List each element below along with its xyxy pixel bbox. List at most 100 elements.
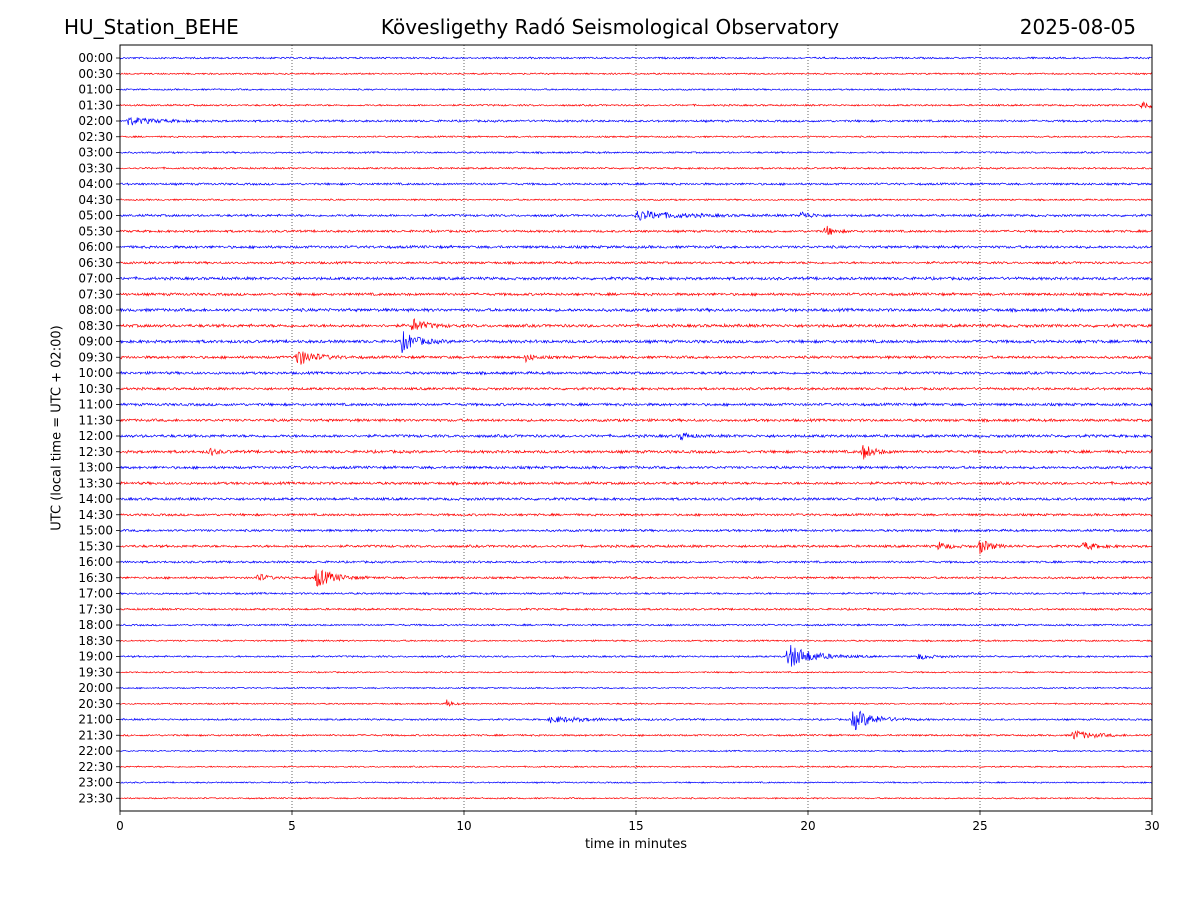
x-tick-label: 10 (456, 819, 471, 833)
plot-frame (119, 44, 1153, 812)
station-title: HU_Station_BEHE (64, 15, 239, 39)
y-tick-label: 01:30 (78, 98, 113, 112)
y-tick-label: 19:30 (78, 665, 113, 679)
trace-0200 (119, 116, 1153, 126)
y-tick-label: 06:00 (78, 240, 113, 254)
y-tick-label: 10:30 (78, 382, 113, 396)
trace-2200 (119, 749, 1153, 753)
trace-2330 (119, 796, 1153, 800)
y-tick-label: 12:30 (78, 445, 113, 459)
trace-1600 (119, 559, 1153, 565)
y-tick-label: 08:30 (78, 319, 113, 333)
y-axis-label: UTC (local time = UTC + 02:00) (49, 325, 65, 531)
y-tick-label: 13:30 (78, 476, 113, 490)
y-tick-label: 04:00 (78, 177, 113, 191)
trace-1800 (119, 623, 1153, 627)
trace-2100 (119, 710, 1153, 731)
y-tick-label: 15:30 (78, 539, 113, 553)
trace-1930 (119, 670, 1153, 674)
trace-1730 (119, 607, 1153, 612)
trace-1200 (119, 432, 1153, 441)
y-tick-label: 23:30 (78, 791, 113, 805)
trace-1330 (119, 480, 1153, 486)
y-tick-label: 01:00 (78, 83, 113, 97)
x-tick-label: 15 (628, 819, 643, 833)
y-tick-label: 14:00 (78, 492, 113, 506)
y-tick-label: 09:00 (78, 335, 113, 349)
y-tick-label: 18:00 (78, 618, 113, 632)
y-tick-label: 10:00 (78, 366, 113, 380)
trace-0800 (119, 307, 1153, 314)
trace-2230 (119, 765, 1153, 769)
trace-0730 (119, 291, 1153, 297)
trace-0900 (119, 331, 1153, 354)
trace-2000 (119, 686, 1153, 690)
trace-0700 (119, 275, 1153, 282)
y-tick-label: 21:30 (78, 728, 113, 742)
trace-1430 (119, 512, 1153, 517)
trace-0300 (119, 150, 1153, 155)
y-tick-label: 05:00 (78, 209, 113, 223)
y-tick-label: 16:30 (78, 571, 113, 585)
y-tick-label: 17:30 (78, 602, 113, 616)
y-tick-label: 19:00 (78, 650, 113, 664)
y-tick-label: 04:30 (78, 193, 113, 207)
trace-2030 (119, 699, 1153, 707)
trace-1630 (119, 569, 1153, 587)
y-tick-label: 06:30 (78, 256, 113, 270)
x-tick-label: 5 (288, 819, 296, 833)
trace-0030 (119, 72, 1153, 76)
y-tick-label: 23:00 (78, 776, 113, 790)
trace-0100 (119, 87, 1153, 92)
y-tick-label: 03:30 (78, 161, 113, 175)
trace-0130 (119, 101, 1153, 110)
y-tick-label: 02:30 (78, 130, 113, 144)
trace-0630 (119, 260, 1153, 266)
trace-1530 (119, 540, 1153, 555)
y-tick-label: 22:00 (78, 744, 113, 758)
trace-1100 (119, 401, 1153, 407)
y-tick-label: 17:00 (78, 587, 113, 601)
trace-0230 (119, 135, 1153, 139)
trace-1000 (119, 370, 1153, 376)
date-title: 2025-08-05 (1019, 15, 1136, 39)
x-tick-label: 25 (972, 819, 987, 833)
trace-0000 (119, 56, 1153, 60)
y-tick-label: 20:30 (78, 697, 113, 711)
x-axis-label: time in minutes (584, 837, 688, 852)
traces (119, 56, 1153, 800)
y-tick-label: 08:00 (78, 303, 113, 317)
trace-0930 (119, 351, 1153, 365)
x-tick-label: 0 (116, 819, 124, 833)
y-tick-label: 22:30 (78, 760, 113, 774)
trace-1230 (119, 445, 1153, 460)
y-tick-label: 07:00 (78, 272, 113, 286)
y-tick-label: 07:30 (78, 287, 113, 301)
y-tick-label: 14:30 (78, 508, 113, 522)
y-tick-label: 20:00 (78, 681, 113, 695)
trace-2300 (119, 780, 1153, 784)
trace-1400 (119, 496, 1153, 502)
y-tick-label: 15:00 (78, 524, 113, 538)
y-tick-label: 03:00 (78, 146, 113, 160)
y-tick-label: 13:00 (78, 461, 113, 475)
trace-0430 (119, 198, 1153, 202)
y-tick-label: 11:00 (78, 398, 113, 412)
trace-0530 (119, 225, 1153, 235)
observatory-title: Kövesligethy Radó Seismological Observat… (380, 15, 840, 39)
trace-1700 (119, 591, 1153, 596)
y-tick-label: 11:30 (78, 413, 113, 427)
y-tick-label: 12:00 (78, 429, 113, 443)
trace-0400 (119, 181, 1153, 187)
y-tick-label: 09:30 (78, 350, 113, 364)
x-tick-label: 30 (1144, 819, 1159, 833)
trace-1830 (119, 639, 1153, 643)
x-tick-label: 20 (800, 819, 815, 833)
y-tick-label: 05:30 (78, 224, 113, 238)
y-tick-label: 00:00 (78, 51, 113, 65)
trace-1500 (119, 528, 1153, 533)
trace-2130 (119, 729, 1153, 740)
trace-1300 (119, 464, 1153, 471)
trace-0330 (119, 166, 1153, 170)
